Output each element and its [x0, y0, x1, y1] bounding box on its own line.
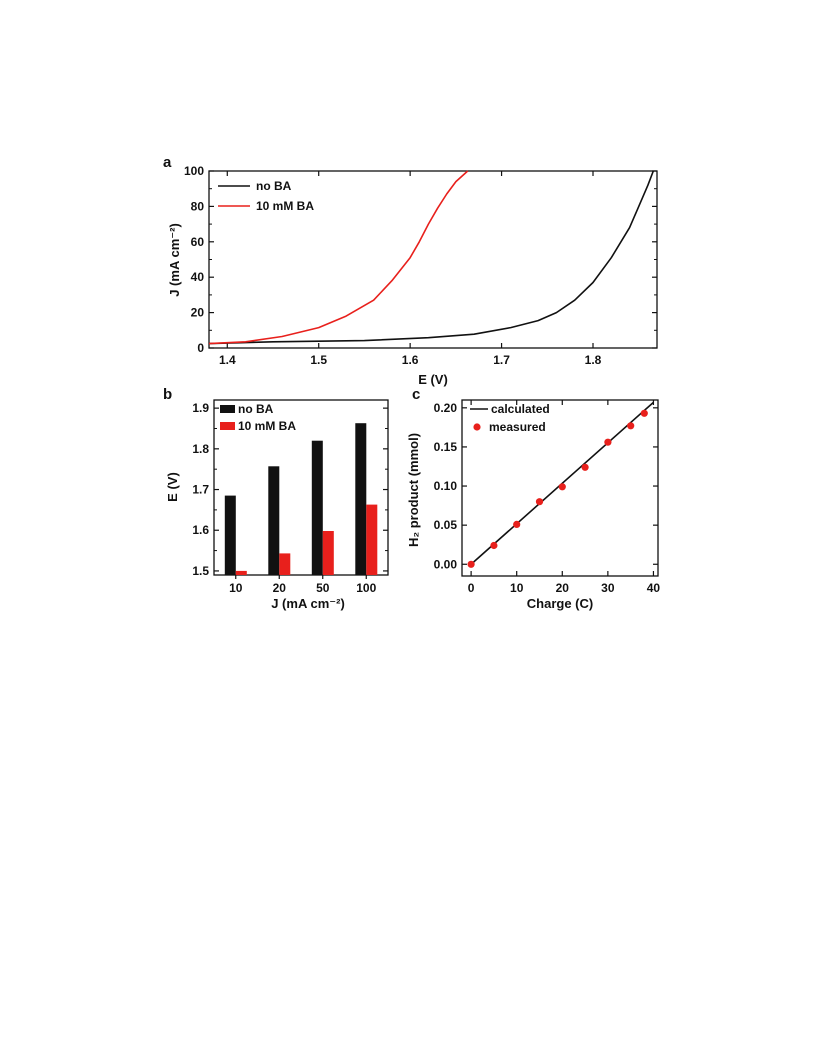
x-tick-label: 1.6: [402, 353, 419, 367]
panel-a-y-axis-label: J (mA cm⁻²): [167, 223, 182, 297]
panel-b: b 1.5 1.6 1.7 1.8 1.9 10 20 50 100 no BA 10 mM …: [163, 386, 389, 611]
bar-10-mm-ba-50: [322, 531, 334, 575]
y-tick-label: 1.9: [192, 401, 209, 415]
x-tick-label: 1.7: [493, 353, 510, 367]
panel-b-ticks: 1.5 1.6 1.7 1.8 1.9: [192, 401, 388, 578]
y-tick-label: 100: [184, 164, 204, 178]
point-measured: [627, 422, 635, 430]
y-tick-label: 1.5: [192, 564, 209, 578]
legend-label-10mm-ba: 10 mM BA: [256, 199, 314, 213]
legend-label-no-ba: no BA: [256, 179, 292, 193]
panel-b-y-axis-label: E (V): [165, 472, 180, 502]
point-measured: [535, 498, 544, 506]
x-tick-label: 100: [356, 581, 376, 595]
x-tick-label: 10: [229, 581, 243, 595]
legend-label-10mm-ba: 10 mM BA: [238, 419, 296, 433]
point-measured: [640, 409, 648, 417]
y-tick-label: 1.8: [192, 442, 209, 456]
point-measured: [513, 520, 521, 529]
bar-no-ba-50: [311, 440, 323, 575]
point-measured: [467, 560, 475, 568]
x-tick-label: 0: [468, 581, 475, 595]
panel-c-legend: calculated measured: [470, 402, 550, 434]
x-tick-label: 40: [647, 581, 661, 595]
y-tick-label: 0: [197, 341, 204, 355]
series-line-no-ba: [208, 170, 655, 345]
y-tick-label: 20: [191, 306, 205, 320]
point-measured: [490, 541, 498, 550]
bar-no-ba-10: [224, 495, 236, 575]
x-tick-label: 30: [601, 581, 615, 595]
legend-label-calculated: calculated: [491, 402, 550, 416]
y-tick-label: 0.10: [434, 479, 458, 493]
y-tick-label: 0.15: [434, 440, 458, 454]
x-tick-label: 20: [273, 581, 287, 595]
panel-b-x-axis-label: J (mA cm⁻²): [271, 596, 345, 611]
panel-c-data: [467, 401, 654, 568]
point-measured: [604, 438, 612, 446]
x-tick-label: 10: [510, 581, 524, 595]
bar-no-ba-100: [355, 423, 367, 575]
panel-a-ticks: 1.4 1.5 1.6 1.7 1.8 0 20 40 60 80 100: [184, 164, 657, 367]
x-tick-label: 1.8: [585, 353, 602, 367]
panel-a: a 1.4 1.5 1.6 1.7 1.8 0 20 40 60 80 100 no BA 10 m…: [163, 154, 658, 387]
panel-b-legend: no BA 10 mM BA: [220, 402, 296, 433]
y-tick-label: 0.00: [434, 557, 458, 571]
y-tick-label: 40: [191, 270, 205, 284]
legend-swatch-10mm-ba: [220, 422, 235, 430]
panel-a-series-lines: [208, 170, 655, 345]
y-tick-label: 0.20: [434, 401, 458, 415]
y-tick-label: 1.6: [192, 523, 209, 537]
bar-no-ba-20: [268, 466, 280, 575]
panel-c-plot-frame: [461, 399, 659, 577]
panel-label-c: c: [412, 386, 420, 403]
panel-b-plot-frame: [213, 399, 389, 576]
panel-label-a: a: [163, 154, 172, 171]
panel-c: c 0 10 20 30 40 0.00 0.05 0.10 0.15 0.20 calculat…: [406, 386, 660, 611]
point-measured: [558, 483, 566, 491]
panel-a-legend: no BA 10 mM BA: [218, 179, 314, 213]
panel-b-bars: 10 20 50 100: [224, 423, 378, 595]
x-tick-label: 50: [316, 581, 330, 595]
series-line-10-mm-ba: [208, 170, 469, 345]
panel-c-y-axis-label: H₂ product (mmol): [406, 433, 421, 547]
panel-a-plot-frame: [208, 170, 658, 349]
x-tick-label: 20: [556, 581, 570, 595]
panel-c-ticks: 0 10 20 30 40 0.00 0.05 0.10 0.15 0.20: [434, 400, 661, 595]
panel-label-b: b: [163, 386, 172, 403]
legend-label-measured: measured: [489, 420, 546, 434]
panel-c-x-axis-label: Charge (C): [527, 596, 593, 611]
y-tick-label: 1.7: [192, 483, 209, 497]
legend-swatch-no-ba: [220, 405, 235, 413]
x-tick-label: 1.4: [219, 353, 236, 367]
y-tick-label: 0.05: [434, 518, 458, 532]
legend-label-no-ba: no BA: [238, 402, 274, 416]
point-measured: [581, 463, 589, 471]
legend-marker-measured: [473, 423, 481, 431]
bar-10-mm-ba-10: [235, 570, 247, 575]
bar-10-mm-ba-100: [366, 504, 378, 575]
panel-a-x-axis-label: E (V): [418, 372, 448, 387]
bar-10-mm-ba-20: [279, 553, 291, 575]
x-tick-label: 1.5: [310, 353, 327, 367]
y-tick-label: 60: [191, 235, 205, 249]
y-tick-label: 80: [191, 199, 205, 213]
